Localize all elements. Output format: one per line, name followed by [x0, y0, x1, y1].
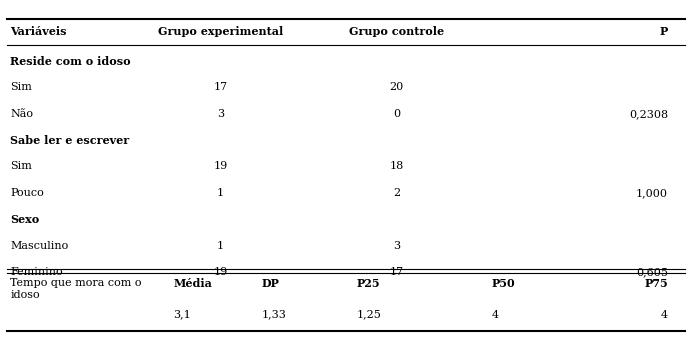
Text: Média: Média: [173, 278, 212, 289]
Text: Pouco: Pouco: [10, 188, 44, 198]
Text: 17: 17: [213, 83, 228, 92]
Text: 0,2308: 0,2308: [629, 109, 668, 119]
Text: 1: 1: [217, 188, 224, 198]
Text: P25: P25: [356, 278, 380, 289]
Text: 0: 0: [393, 109, 401, 119]
Text: Não: Não: [10, 109, 33, 119]
Text: 19: 19: [213, 162, 228, 172]
Text: 17: 17: [390, 267, 404, 277]
Text: 3: 3: [217, 109, 224, 119]
Text: P75: P75: [644, 278, 668, 289]
Text: 1,33: 1,33: [262, 310, 286, 320]
Text: 3: 3: [393, 240, 401, 251]
Text: 4: 4: [492, 310, 499, 320]
Text: 1,25: 1,25: [356, 310, 381, 320]
Text: Sexo: Sexo: [10, 214, 39, 225]
Text: P50: P50: [492, 278, 516, 289]
Text: DP: DP: [262, 278, 279, 289]
Text: 4: 4: [661, 310, 668, 320]
Text: Grupo controle: Grupo controle: [349, 26, 444, 37]
Text: Sim: Sim: [10, 162, 33, 172]
Text: Sabe ler e escrever: Sabe ler e escrever: [10, 135, 129, 146]
Text: P: P: [660, 26, 668, 37]
Text: Sim: Sim: [10, 83, 33, 92]
Text: 20: 20: [390, 83, 404, 92]
Text: 1,000: 1,000: [636, 188, 668, 198]
Text: 3,1: 3,1: [173, 310, 191, 320]
Text: 18: 18: [390, 162, 404, 172]
Text: 2: 2: [393, 188, 401, 198]
Text: Reside com o idoso: Reside com o idoso: [10, 56, 131, 67]
Text: Grupo experimental: Grupo experimental: [158, 26, 283, 37]
Text: 1: 1: [217, 240, 224, 251]
Text: Masculino: Masculino: [10, 240, 69, 251]
Text: Tempo que mora com o
idoso: Tempo que mora com o idoso: [10, 278, 142, 300]
Text: Variáveis: Variáveis: [10, 26, 67, 37]
Text: Feminino: Feminino: [10, 267, 63, 277]
Text: 0,605: 0,605: [636, 267, 668, 277]
Text: 19: 19: [213, 267, 228, 277]
